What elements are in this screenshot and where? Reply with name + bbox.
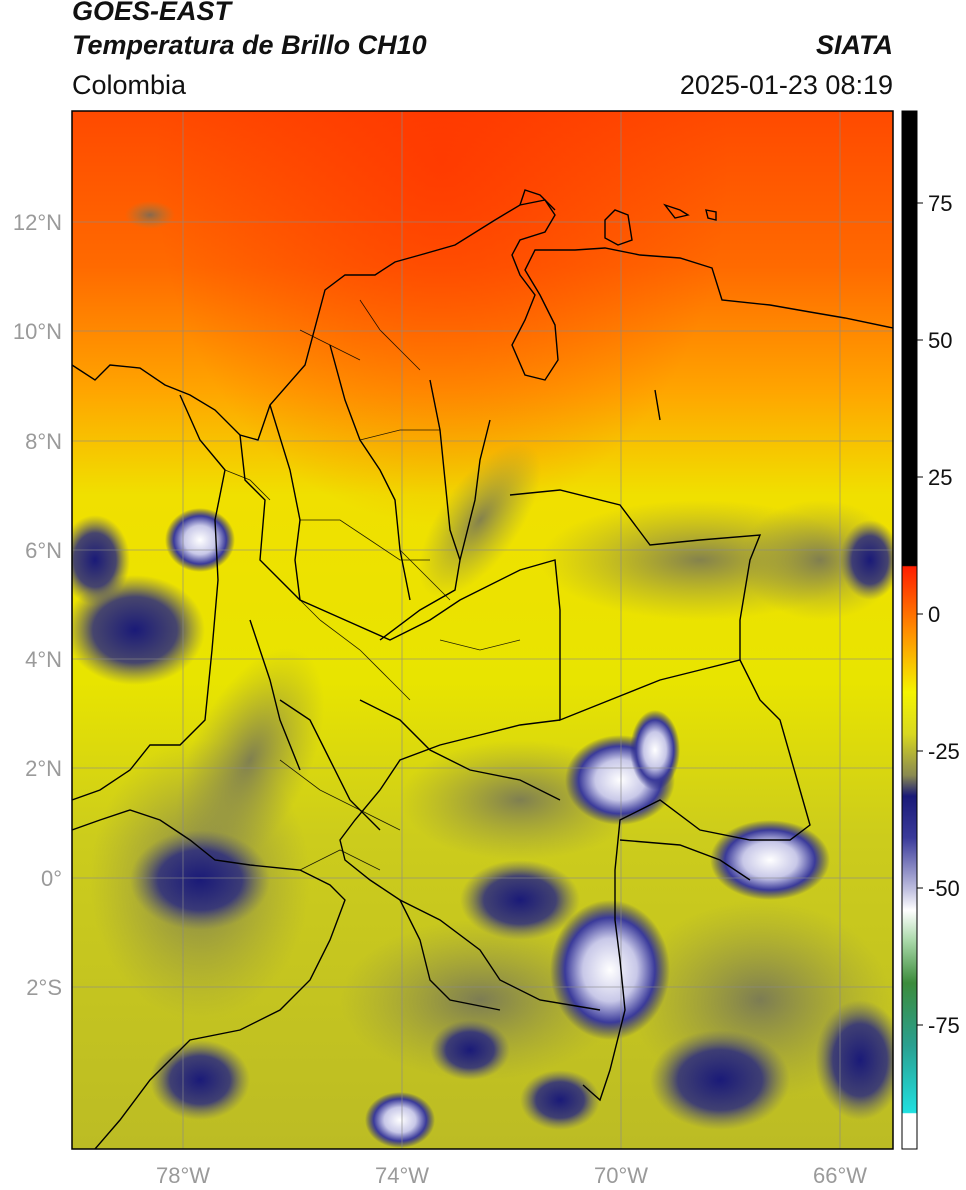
region-label: Colombia bbox=[72, 70, 187, 100]
coastlines-borders bbox=[72, 189, 893, 1149]
colorbar-gradient bbox=[901, 110, 918, 1150]
colorbar-tick-label: -75 bbox=[928, 1013, 960, 1038]
lat-tick-label: 10°N bbox=[13, 319, 62, 344]
lat-tick-label: 2°S bbox=[26, 975, 62, 1000]
colorbar-tick-label: 25 bbox=[928, 465, 952, 490]
lat-tick-label: 8°N bbox=[25, 429, 62, 454]
lat-axis: 12°N 10°N 8°N 6°N 4°N 2°N 0° 2°S bbox=[13, 210, 62, 1000]
lat-tick-label: 6°N bbox=[25, 538, 62, 563]
graticule bbox=[72, 111, 893, 1149]
lon-tick-label: 78°W bbox=[156, 1163, 210, 1188]
title-product: Temperatura de Brillo CH10 bbox=[72, 30, 427, 60]
department-borders bbox=[224, 299, 521, 871]
map-frame bbox=[71, 110, 894, 1150]
colorbar-tick-label: 0 bbox=[928, 602, 940, 627]
lon-axis: 78°W 74°W 70°W 66°W bbox=[156, 1163, 867, 1188]
source-label: SIATA bbox=[816, 30, 893, 60]
colorbar: 75 50 25 0 -25 -50 -75 bbox=[901, 110, 960, 1150]
colorbar-tick-label: -25 bbox=[928, 739, 960, 764]
lat-tick-label: 0° bbox=[41, 866, 62, 891]
lon-tick-label: 70°W bbox=[594, 1163, 648, 1188]
lon-tick-label: 74°W bbox=[375, 1163, 429, 1188]
lat-tick-label: 4°N bbox=[25, 647, 62, 672]
colorbar-tick-label: -50 bbox=[928, 876, 960, 901]
lat-tick-label: 12°N bbox=[13, 210, 62, 235]
map-field bbox=[72, 111, 893, 1149]
title-satellite: GOES-EAST bbox=[72, 0, 232, 26]
lon-tick-label: 66°W bbox=[813, 1163, 867, 1188]
datetime-label: 2025-01-23 08:19 bbox=[679, 70, 893, 100]
lat-tick-label: 2°N bbox=[25, 756, 62, 781]
colorbar-tick-label: 75 bbox=[928, 191, 952, 216]
colorbar-tick-label: 50 bbox=[928, 328, 952, 353]
